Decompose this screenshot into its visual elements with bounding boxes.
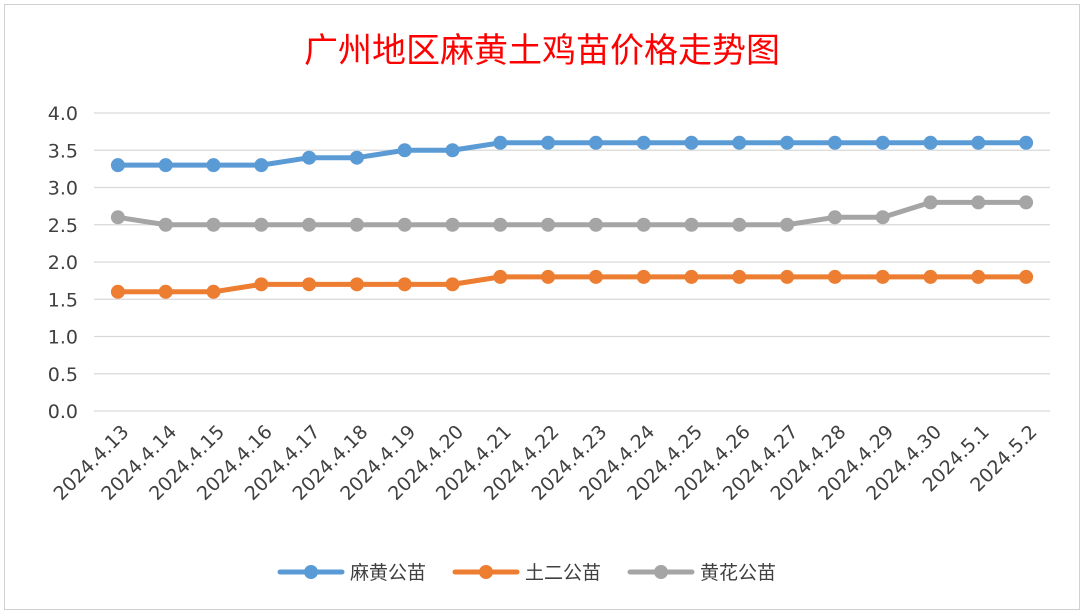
data-point[interactable] [302,217,317,232]
data-point[interactable] [397,143,412,158]
data-point[interactable] [206,217,221,232]
legend-swatch-marker [654,565,668,579]
y-tick-label: 2.0 [48,252,78,274]
data-point[interactable] [971,269,986,284]
x-axis: 2024.4.132024.4.142024.4.152024.4.162024… [49,421,1041,505]
data-point[interactable] [827,210,842,225]
gridlines [94,112,1050,412]
data-point[interactable] [254,217,269,232]
legend-label: 麻黄公苗 [350,562,426,584]
data-point[interactable] [1019,269,1034,284]
data-point[interactable] [110,284,125,299]
legend[interactable]: 麻黄公苗 土二公苗 黄花公苗 [277,562,776,584]
data-point[interactable] [588,269,603,284]
data-point[interactable] [971,135,986,150]
data-point[interactable] [780,269,795,284]
data-point[interactable] [254,277,269,292]
data-point[interactable] [684,217,699,232]
data-point[interactable] [493,135,508,150]
y-tick-label: 1.0 [48,327,78,349]
series-3 [110,195,1034,232]
legend-swatch-marker [304,565,318,579]
data-point[interactable] [923,135,938,150]
chart-title: 广州地区麻黄土鸡苗价格走势图 [304,31,780,71]
data-point[interactable] [349,217,364,232]
series-line [115,140,1029,168]
data-point[interactable] [588,217,603,232]
data-point[interactable] [636,135,651,150]
data-point[interactable] [1019,195,1034,210]
y-tick-label: 3.5 [48,140,78,162]
data-point[interactable] [110,158,125,173]
data-point[interactable] [732,135,747,150]
y-tick-label: 3.0 [48,178,78,200]
legend-label: 土二公苗 [525,562,601,584]
data-point[interactable] [206,158,221,173]
data-point[interactable] [158,284,173,299]
series-1 [110,135,1034,173]
data-point[interactable] [541,217,556,232]
data-point[interactable] [636,217,651,232]
data-point[interactable] [827,135,842,150]
legend-item[interactable]: 黄花公苗 [627,562,776,584]
data-point[interactable] [445,217,460,232]
data-point[interactable] [493,217,508,232]
data-point[interactable] [875,269,890,284]
data-point[interactable] [780,217,795,232]
data-point[interactable] [636,269,651,284]
data-point[interactable] [158,158,173,173]
series-line [115,274,1029,295]
data-point[interactable] [827,269,842,284]
y-axis: 0.0 0.5 1.0 1.5 2.0 2.5 3.0 3.5 4.0 [48,103,78,423]
legend-item[interactable]: 麻黄公苗 [277,562,426,584]
data-point[interactable] [875,210,890,225]
data-point[interactable] [684,269,699,284]
data-point[interactable] [923,195,938,210]
data-point[interactable] [110,210,125,225]
legend-label: 黄花公苗 [700,562,776,584]
data-point[interactable] [349,277,364,292]
data-point[interactable] [445,143,460,158]
y-tick-label: 1.5 [48,289,78,311]
data-point[interactable] [541,135,556,150]
data-point[interactable] [923,269,938,284]
series-line [115,199,1029,228]
data-point[interactable] [397,277,412,292]
data-point[interactable] [493,269,508,284]
chart-area[interactable] [4,4,1080,610]
data-point[interactable] [158,217,173,232]
data-point[interactable] [588,135,603,150]
data-point[interactable] [1019,135,1034,150]
data-point[interactable] [254,158,269,173]
y-tick-label: 0.0 [48,401,78,423]
series-lines [110,135,1034,299]
y-tick-label: 4.0 [48,103,78,125]
data-point[interactable] [541,269,556,284]
legend-swatch-marker [479,565,493,579]
data-point[interactable] [302,150,317,165]
series-2 [110,269,1034,299]
data-point[interactable] [780,135,795,150]
data-point[interactable] [971,195,986,210]
data-point[interactable] [732,217,747,232]
data-point[interactable] [302,277,317,292]
data-point[interactable] [206,284,221,299]
data-point[interactable] [684,135,699,150]
data-point[interactable] [445,277,460,292]
legend-item[interactable]: 土二公苗 [452,562,601,584]
y-tick-label: 2.5 [48,215,78,237]
data-point[interactable] [397,217,412,232]
data-point[interactable] [732,269,747,284]
y-tick-label: 0.5 [48,364,78,386]
data-point[interactable] [875,135,890,150]
data-point[interactable] [349,150,364,165]
